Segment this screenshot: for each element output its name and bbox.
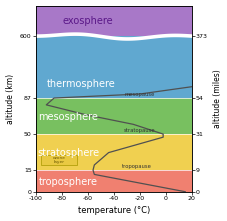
Bar — [41, 155, 77, 165]
Text: tropopause: tropopause — [122, 164, 151, 169]
Y-axis label: altitude (miles): altitude (miles) — [212, 69, 222, 128]
Text: troposphere: troposphere — [39, 177, 97, 187]
Text: stratosphere: stratosphere — [37, 148, 99, 158]
Text: mesosphere: mesosphere — [38, 112, 98, 122]
Text: ozone
layer: ozone layer — [52, 156, 65, 164]
X-axis label: temperature (°C): temperature (°C) — [77, 206, 149, 215]
Text: thermosphere: thermosphere — [47, 79, 115, 89]
Text: stratopause: stratopause — [123, 128, 155, 133]
Text: mesopause: mesopause — [124, 92, 154, 97]
Text: exosphere: exosphere — [62, 15, 113, 26]
Y-axis label: altitude (km): altitude (km) — [5, 74, 15, 124]
